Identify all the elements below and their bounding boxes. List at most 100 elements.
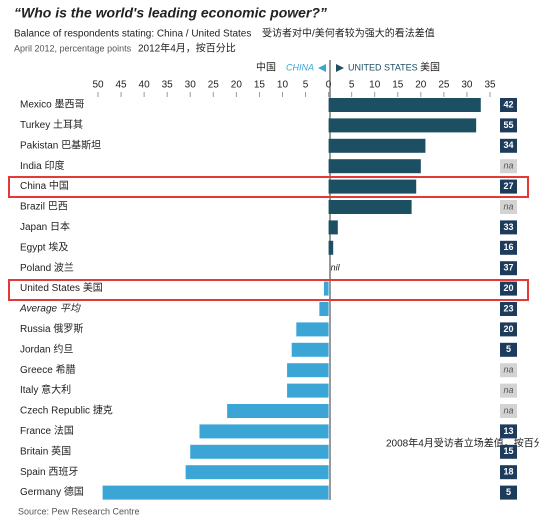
value-box xyxy=(500,281,517,296)
x-tick-label: 5 xyxy=(303,80,309,91)
value-2008: na xyxy=(503,385,513,395)
value-box xyxy=(500,98,517,112)
bar xyxy=(328,118,477,133)
value-2008: 55 xyxy=(503,120,513,130)
bar xyxy=(190,444,329,459)
category-label: Greece 希腊 xyxy=(20,363,76,376)
legend-label: UNITED STATES xyxy=(348,62,418,72)
x-tick-label: 10 xyxy=(369,80,381,91)
bar xyxy=(296,322,329,337)
x-tick-label: 30 xyxy=(185,80,197,91)
bar xyxy=(328,220,338,235)
x-tick-label: 50 xyxy=(92,80,104,91)
x-tick-label: 25 xyxy=(438,80,450,91)
value-2008: 20 xyxy=(503,324,513,334)
value-2008: 27 xyxy=(503,181,513,191)
value-box xyxy=(500,200,517,214)
value-2008: 13 xyxy=(503,426,513,436)
category-label: Turkey 土耳其 xyxy=(20,118,83,131)
category-label: India 印度 xyxy=(20,159,64,172)
legend-arrow xyxy=(336,64,344,72)
value-box xyxy=(500,240,517,255)
category-label: Brazil 巴西 xyxy=(20,201,68,213)
value-2008: 5 xyxy=(506,487,511,497)
x-tick-label: 35 xyxy=(484,80,496,91)
category-label: United States 美国 xyxy=(20,281,103,294)
bar xyxy=(291,342,329,357)
highlight-box xyxy=(8,176,529,198)
value-box xyxy=(500,159,517,174)
category-label: Poland 波兰 xyxy=(20,261,74,274)
bar xyxy=(328,240,334,255)
bar xyxy=(102,485,329,500)
category-label: Pakistan 巴基斯坦 xyxy=(20,138,101,151)
x-tick-label: 15 xyxy=(392,80,404,91)
x-tick-label: 15 xyxy=(254,80,266,91)
value-box xyxy=(500,138,517,153)
bar xyxy=(328,98,481,112)
bar xyxy=(328,138,426,153)
bar xyxy=(287,383,329,398)
value-2008: 20 xyxy=(503,283,513,293)
value-2008: na xyxy=(503,201,513,211)
category-label: Egypt 埃及 xyxy=(20,240,68,253)
value-2008: 33 xyxy=(503,222,513,232)
value-box xyxy=(500,342,517,357)
chart-title: “Who is the world's leading economic pow… xyxy=(14,5,327,21)
legend-label: 中国 xyxy=(256,61,276,74)
legend-label: CHINA xyxy=(286,62,314,72)
value-box xyxy=(500,179,517,194)
category-label: Average 平均 xyxy=(19,303,81,315)
value-2008: na xyxy=(503,405,513,415)
x-tick-label: 25 xyxy=(208,80,220,91)
x-tick-label: 45 xyxy=(115,80,127,91)
value-2008: 23 xyxy=(503,303,513,313)
category-label: Germany 德国 xyxy=(20,485,84,498)
value-box xyxy=(500,404,517,418)
bar xyxy=(199,424,329,439)
bar xyxy=(287,363,329,378)
bar xyxy=(319,302,329,316)
x-tick-label: 5 xyxy=(349,80,355,91)
bar xyxy=(323,281,329,296)
value-box xyxy=(500,322,517,337)
value-box xyxy=(500,465,517,480)
bar xyxy=(328,159,421,174)
value-box xyxy=(500,424,517,439)
source: Source: Pew Research Centre xyxy=(18,506,140,516)
value-box xyxy=(500,261,517,276)
value-2008: 42 xyxy=(503,99,513,109)
x-tick-label: 35 xyxy=(162,80,174,91)
value-box xyxy=(500,118,517,133)
value-2008: na xyxy=(503,365,513,375)
category-label: Italy 意大利 xyxy=(20,383,71,396)
value-box xyxy=(500,444,517,459)
category-label: France 法国 xyxy=(20,424,74,437)
value-box xyxy=(500,383,517,398)
x-tick-label: 40 xyxy=(139,80,151,91)
subtitle: Balance of respondents stating: China / … xyxy=(14,29,251,40)
highlight-box xyxy=(8,279,529,301)
category-label: Japan 日本 xyxy=(20,220,70,233)
units: April 2012, percentage points xyxy=(14,43,132,53)
x-tick-label: 10 xyxy=(277,80,289,91)
subtitle-cn: 受访者对中/美何者较为强大的看法差值 xyxy=(262,27,435,40)
category-label: Spain 西班牙 xyxy=(20,466,78,478)
value-2008: 34 xyxy=(503,140,513,150)
value-2008: 37 xyxy=(503,263,513,273)
category-label: Czech Republic 捷克 xyxy=(20,404,113,417)
units-cn: 2012年4月，按百分比 xyxy=(138,42,236,55)
value-box xyxy=(500,302,517,316)
value-2008: na xyxy=(503,161,513,171)
value-2008: 15 xyxy=(503,446,513,456)
x-tick-label: 0 xyxy=(326,80,332,91)
value-2008: 16 xyxy=(503,242,513,252)
bar xyxy=(185,465,329,480)
category-label: Britain 英国 xyxy=(20,444,71,457)
x-tick-label: 20 xyxy=(231,80,243,91)
bar xyxy=(227,404,329,418)
x-tick-label: 20 xyxy=(415,80,427,91)
value-box xyxy=(500,485,517,500)
bar xyxy=(328,200,412,214)
